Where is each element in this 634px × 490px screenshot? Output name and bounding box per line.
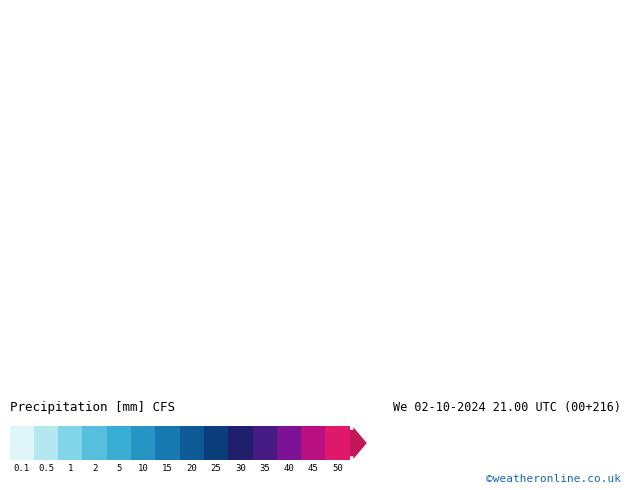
- Text: 30: 30: [235, 465, 246, 473]
- Text: 15: 15: [162, 465, 173, 473]
- Text: 5: 5: [116, 465, 122, 473]
- FancyArrow shape: [350, 427, 366, 459]
- Bar: [155, 426, 179, 460]
- Text: 10: 10: [138, 465, 148, 473]
- Text: We 02-10-2024 21.00 UTC (00+216): We 02-10-2024 21.00 UTC (00+216): [393, 401, 621, 414]
- Bar: [228, 426, 252, 460]
- Bar: [82, 426, 107, 460]
- Text: 25: 25: [210, 465, 221, 473]
- Bar: [107, 426, 131, 460]
- Text: 45: 45: [308, 465, 319, 473]
- Bar: [301, 426, 325, 460]
- Text: 50: 50: [332, 465, 343, 473]
- Bar: [58, 426, 82, 460]
- Text: 0.5: 0.5: [38, 465, 54, 473]
- Text: 20: 20: [186, 465, 197, 473]
- Text: 0.1: 0.1: [13, 465, 30, 473]
- Text: 35: 35: [259, 465, 270, 473]
- Text: 40: 40: [283, 465, 294, 473]
- Bar: [325, 426, 350, 460]
- Bar: [204, 426, 228, 460]
- Text: ©weatheronline.co.uk: ©weatheronline.co.uk: [486, 474, 621, 484]
- Bar: [131, 426, 155, 460]
- Bar: [179, 426, 204, 460]
- Bar: [252, 426, 277, 460]
- Bar: [10, 426, 34, 460]
- Text: 1: 1: [68, 465, 73, 473]
- Text: 2: 2: [92, 465, 97, 473]
- Bar: [277, 426, 301, 460]
- Bar: [34, 426, 58, 460]
- Text: Precipitation [mm] CFS: Precipitation [mm] CFS: [10, 401, 174, 414]
